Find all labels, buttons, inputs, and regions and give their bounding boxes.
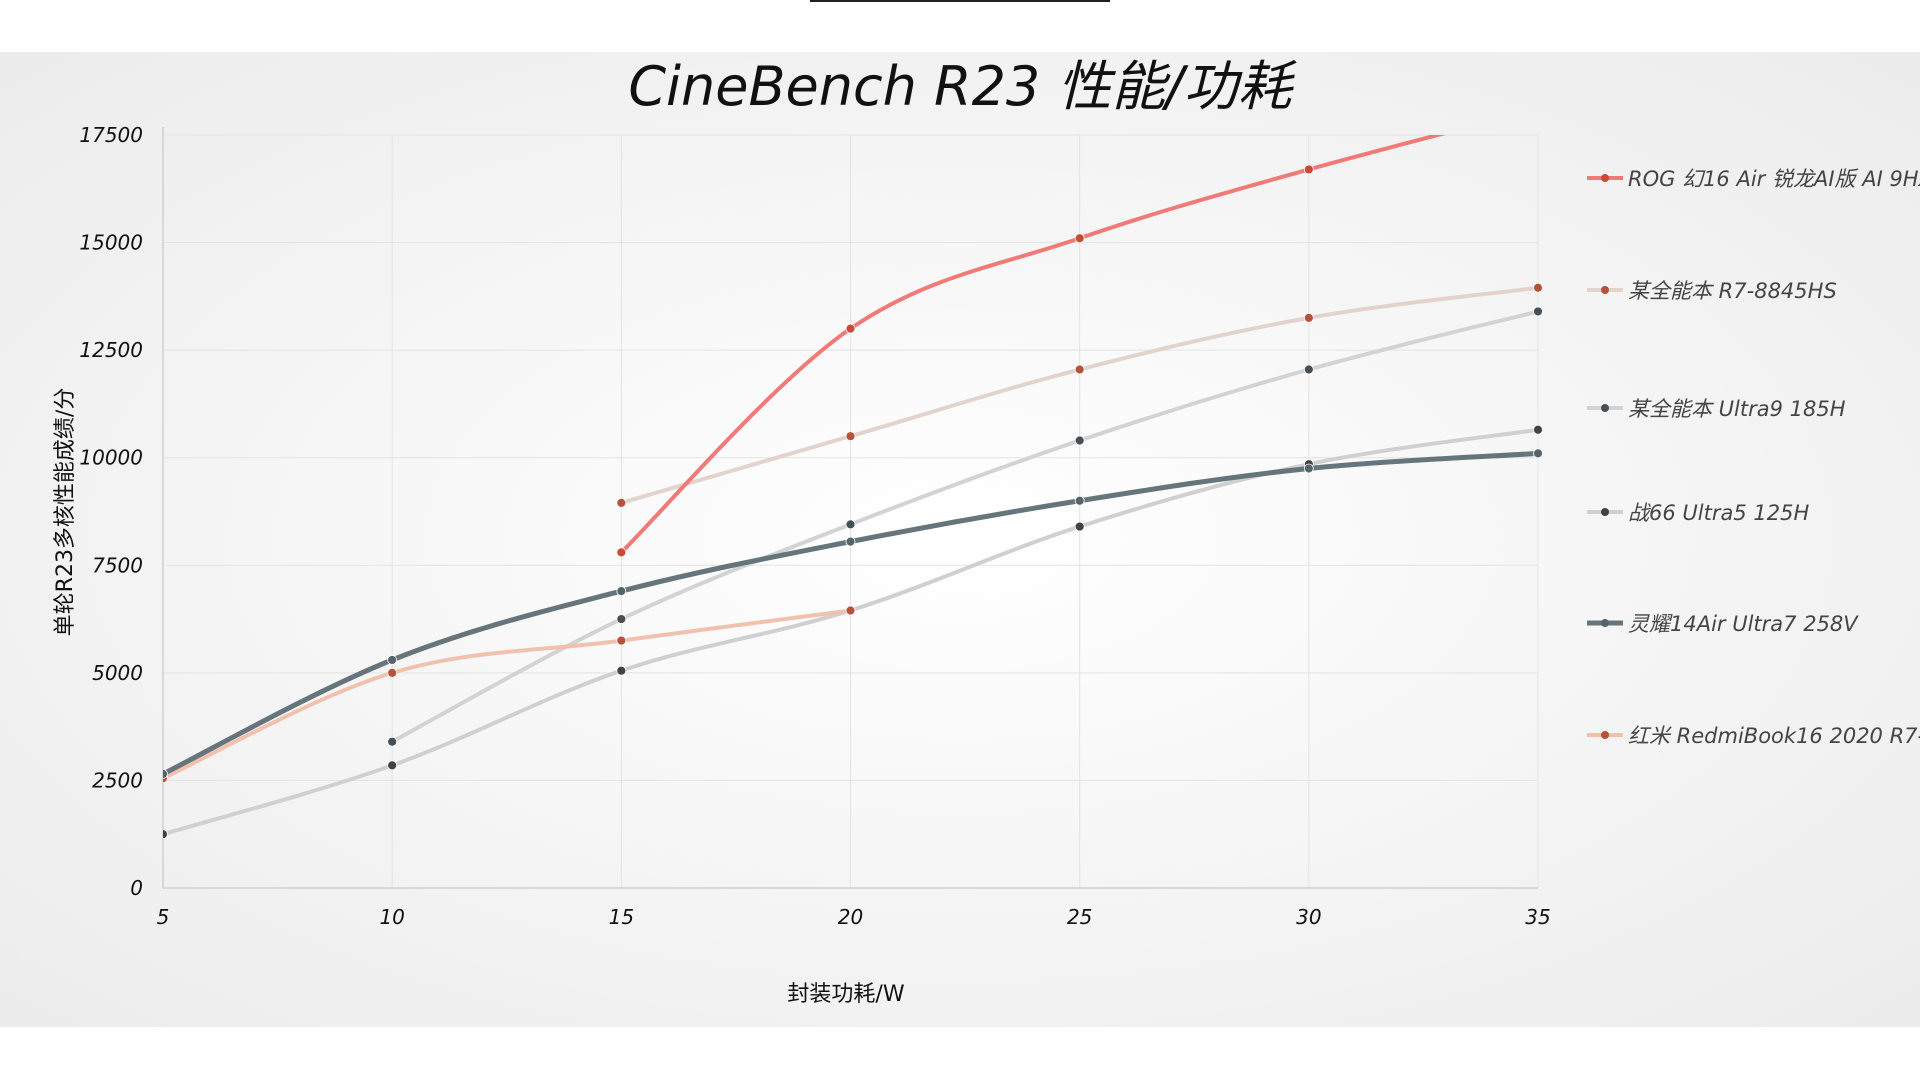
y-tick-label: 12500 [79,338,143,362]
legend: ROG 幻16 Air 锐龙AI版 AI 9HX 370 某全能本 R7-8845… [1587,167,1920,748]
legend-label: 某全能本 R7-8845HS [1628,279,1837,303]
data-point [616,497,627,508]
data-point [1303,164,1314,175]
y-tick-label: 2500 [92,768,143,792]
series-layer [163,135,1543,840]
y-axis-title: 单轮R23多核性能成绩/分 [53,388,78,637]
x-tick-label: 25 [1067,905,1092,929]
legend-label: 战66 Ultra5 125H [1628,501,1809,525]
series-0 [616,135,1446,558]
series-line [390,309,1540,744]
data-point [845,431,856,442]
data-point [1533,448,1543,459]
tick-labels: 0 2500 5000 7500 10000 12500 15000 17500 5 10 15 20… [79,123,1550,929]
y-tick-label: 5000 [92,661,143,685]
series-5 [163,605,856,784]
data-point [1074,495,1085,506]
x-tick-label: 35 [1525,905,1550,929]
legend-swatch-marker [1601,404,1609,412]
legend-item: 灵耀14Air Ultra7 258V [1587,612,1859,636]
chart-title: CineBench R23 性能/功耗 [628,55,1297,118]
data-point [616,586,627,597]
data-point [845,605,856,616]
data-point [845,519,856,530]
data-point [163,769,168,779]
y-tick-label: 15000 [79,231,143,255]
legend-swatch-marker [1601,286,1609,294]
legend-swatch-marker [1601,731,1609,739]
x-tick-label: 30 [1296,905,1321,929]
data-point [845,323,856,334]
data-point [1533,424,1543,435]
x-axis-title: 封装功耗/W [787,982,904,1007]
legend-label: 某全能本 Ultra9 185H [1628,397,1846,421]
data-point [387,655,398,665]
data-point [616,614,627,624]
legend-label: ROG 幻16 Air 锐龙AI版 AI 9HX 370 [1628,167,1920,191]
chart-background [0,52,1920,1027]
data-point [1074,435,1085,446]
x-tick-label: 20 [838,905,863,929]
data-point [163,829,168,840]
series-2 [387,306,1543,747]
legend-item: 某全能本 Ultra9 185H [1587,397,1846,421]
legend-label: 红米 RedmiBook16 2020 R7-4700U [1628,724,1920,748]
y-tick-label: 0 [130,876,143,900]
x-tick-label: 15 [609,905,634,929]
series-line [163,608,853,781]
data-point [1074,364,1085,375]
data-point [616,547,627,558]
y-tick-label: 17500 [79,123,143,147]
x-tick-label: 10 [379,905,404,929]
y-tick-label: 10000 [79,446,143,470]
top-edge-mark [810,0,1110,2]
data-point [616,665,627,676]
data-point [387,760,398,771]
data-point [387,736,398,747]
axes [162,127,1538,889]
data-point [1303,364,1314,375]
data-point [1533,282,1543,293]
legend-swatch-marker [1601,174,1609,182]
series-4 [163,448,1543,779]
legend-item: 战66 Ultra5 125H [1587,501,1809,525]
data-point [1074,521,1085,532]
legend-item: ROG 幻16 Air 锐龙AI版 AI 9HX 370 [1587,167,1920,191]
series-1 [616,282,1543,508]
legend-item: 某全能本 R7-8845HS [1587,279,1837,303]
data-point [387,667,398,678]
legend-swatch-marker [1601,619,1609,627]
legend-swatch-marker [1601,508,1609,516]
data-point [616,635,627,646]
data-point [1303,312,1314,323]
data-point [1303,463,1314,474]
data-point [1533,306,1543,317]
x-tick-label: 5 [157,905,170,929]
data-point [1074,233,1085,244]
data-point [845,536,856,547]
legend-item: 红米 RedmiBook16 2020 R7-4700U [1587,724,1920,748]
y-tick-label: 7500 [92,553,143,577]
legend-label: 灵耀14Air Ultra7 258V [1628,612,1859,636]
